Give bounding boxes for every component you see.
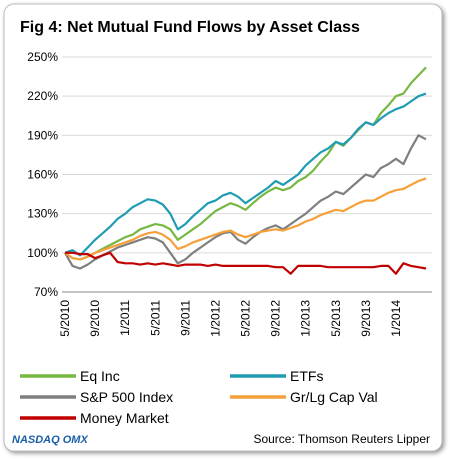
y-tick-label: 70%: [34, 285, 58, 299]
series-line: [64, 92, 427, 257]
y-tick-label: 220%: [27, 89, 58, 103]
x-tick-label: 5/2013: [329, 300, 343, 337]
y-tick-label: 250%: [27, 50, 58, 64]
y-tick-label: 190%: [27, 128, 58, 142]
x-tick-label: 9/2010: [88, 300, 102, 337]
legend-label: Eq Inc: [80, 368, 120, 384]
x-tick-label: 5/2012: [239, 300, 253, 337]
series-line: [65, 251, 427, 275]
series-line: [64, 177, 427, 261]
source: Source: Thomson Reuters Lipper: [253, 432, 430, 446]
chart-title: Fig 4: Net Mutual Fund Flows by Asset Cl…: [20, 19, 360, 36]
series-line: [64, 134, 427, 270]
x-tick-label: 1/2011: [118, 300, 132, 336]
legend-label: Gr/Lg Cap Val: [290, 389, 378, 405]
x-tick-label: 9/2011: [178, 300, 192, 336]
x-tick-label: 5/2011: [148, 300, 162, 336]
y-tick-label: 130%: [27, 207, 58, 221]
logo: NASDAQ OMX: [12, 434, 88, 446]
legend-label: Money Market: [80, 410, 169, 426]
x-tick-label: 1/2014: [389, 300, 403, 337]
legend-label: ETFs: [290, 368, 323, 384]
legend-label: S&P 500 Index: [80, 389, 173, 405]
x-tick-label: 1/2012: [208, 300, 222, 337]
x-tick-label: 9/2013: [359, 300, 373, 337]
y-tick-label: 160%: [27, 168, 58, 182]
y-tick-label: 100%: [27, 246, 58, 260]
x-tick-label: 5/2010: [58, 300, 72, 337]
panel: [3, 3, 443, 452]
x-tick-label: 1/2013: [299, 300, 313, 337]
x-tick-label: 9/2012: [269, 300, 283, 337]
